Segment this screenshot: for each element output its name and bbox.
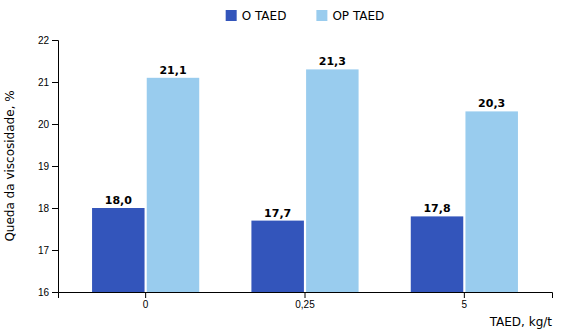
data-label: 21,3 [319, 55, 346, 68]
data-labels: 18,0 17,7 17,8 21,1 21,3 20,3 [105, 55, 506, 219]
chart: 16 17 18 19 20 21 22 0 0,25 5 18,0 17,7 17,8 21,1 21,3… [0, 0, 567, 334]
legend-item: O TAED [226, 9, 287, 23]
legend-swatch [316, 10, 327, 21]
y-tick-mark [52, 40, 58, 41]
y-tick-label: 22 [38, 35, 50, 46]
bar [92, 208, 144, 292]
x-tick-label: 0 [143, 299, 149, 310]
data-label: 21,1 [159, 64, 186, 77]
bar [147, 78, 199, 292]
legend-swatch [226, 10, 237, 21]
x-tick: 0 [143, 292, 149, 310]
y-tick: 18 [38, 203, 58, 214]
y-tick-mark [52, 292, 58, 293]
x-axis: 0 0,25 5 [59, 292, 553, 310]
data-label: 17,8 [423, 202, 450, 215]
x-tick-mark [305, 292, 306, 298]
y-tick: 21 [38, 77, 58, 88]
data-label: 20,3 [478, 97, 505, 110]
x-axis-line [59, 293, 553, 299]
bar [306, 69, 358, 292]
y-tick-label: 18 [38, 203, 50, 214]
x-tick-label: 0,25 [295, 299, 315, 310]
y-tick: 22 [38, 35, 58, 46]
y-tick-mark [52, 124, 58, 125]
y-tick-label: 17 [38, 245, 50, 256]
bar [411, 216, 463, 292]
data-label: 17,7 [264, 207, 291, 220]
legend-label: O TAED [242, 9, 287, 23]
plot: 16 17 18 19 20 21 22 0 0,25 5 18,0 17,7 17,8 21,1 21,3… [38, 35, 553, 310]
y-axis-title: Queda da viscosidade, % [3, 90, 17, 241]
y-tick-label: 19 [38, 161, 50, 172]
x-tick-label: 5 [462, 299, 468, 310]
y-tick-mark [52, 250, 58, 251]
x-tick-mark [145, 292, 146, 298]
x-tick-mark [464, 292, 465, 298]
legend: O TAED OP TAED [226, 9, 385, 23]
y-tick: 17 [38, 245, 58, 256]
y-tick: 19 [38, 161, 58, 172]
data-label: 18,0 [105, 194, 132, 207]
y-tick-label: 21 [38, 77, 50, 88]
y-tick-label: 16 [38, 287, 50, 298]
bar [465, 111, 517, 292]
y-tick: 20 [38, 119, 58, 130]
legend-item: OP TAED [316, 9, 384, 23]
y-axis: 16 17 18 19 20 21 22 [38, 35, 59, 298]
x-tick: 5 [462, 292, 468, 310]
y-tick-label: 20 [38, 119, 50, 130]
legend-label: OP TAED [332, 9, 384, 23]
bar [251, 221, 303, 292]
x-tick: 0,25 [295, 292, 315, 310]
y-axis-line [52, 41, 59, 293]
y-tick: 16 [38, 287, 58, 298]
x-axis-title: TAED, kg/t [489, 315, 553, 329]
bars [92, 69, 518, 292]
y-tick-mark [52, 208, 58, 209]
y-tick-mark [52, 166, 58, 167]
y-tick-mark [52, 82, 58, 83]
